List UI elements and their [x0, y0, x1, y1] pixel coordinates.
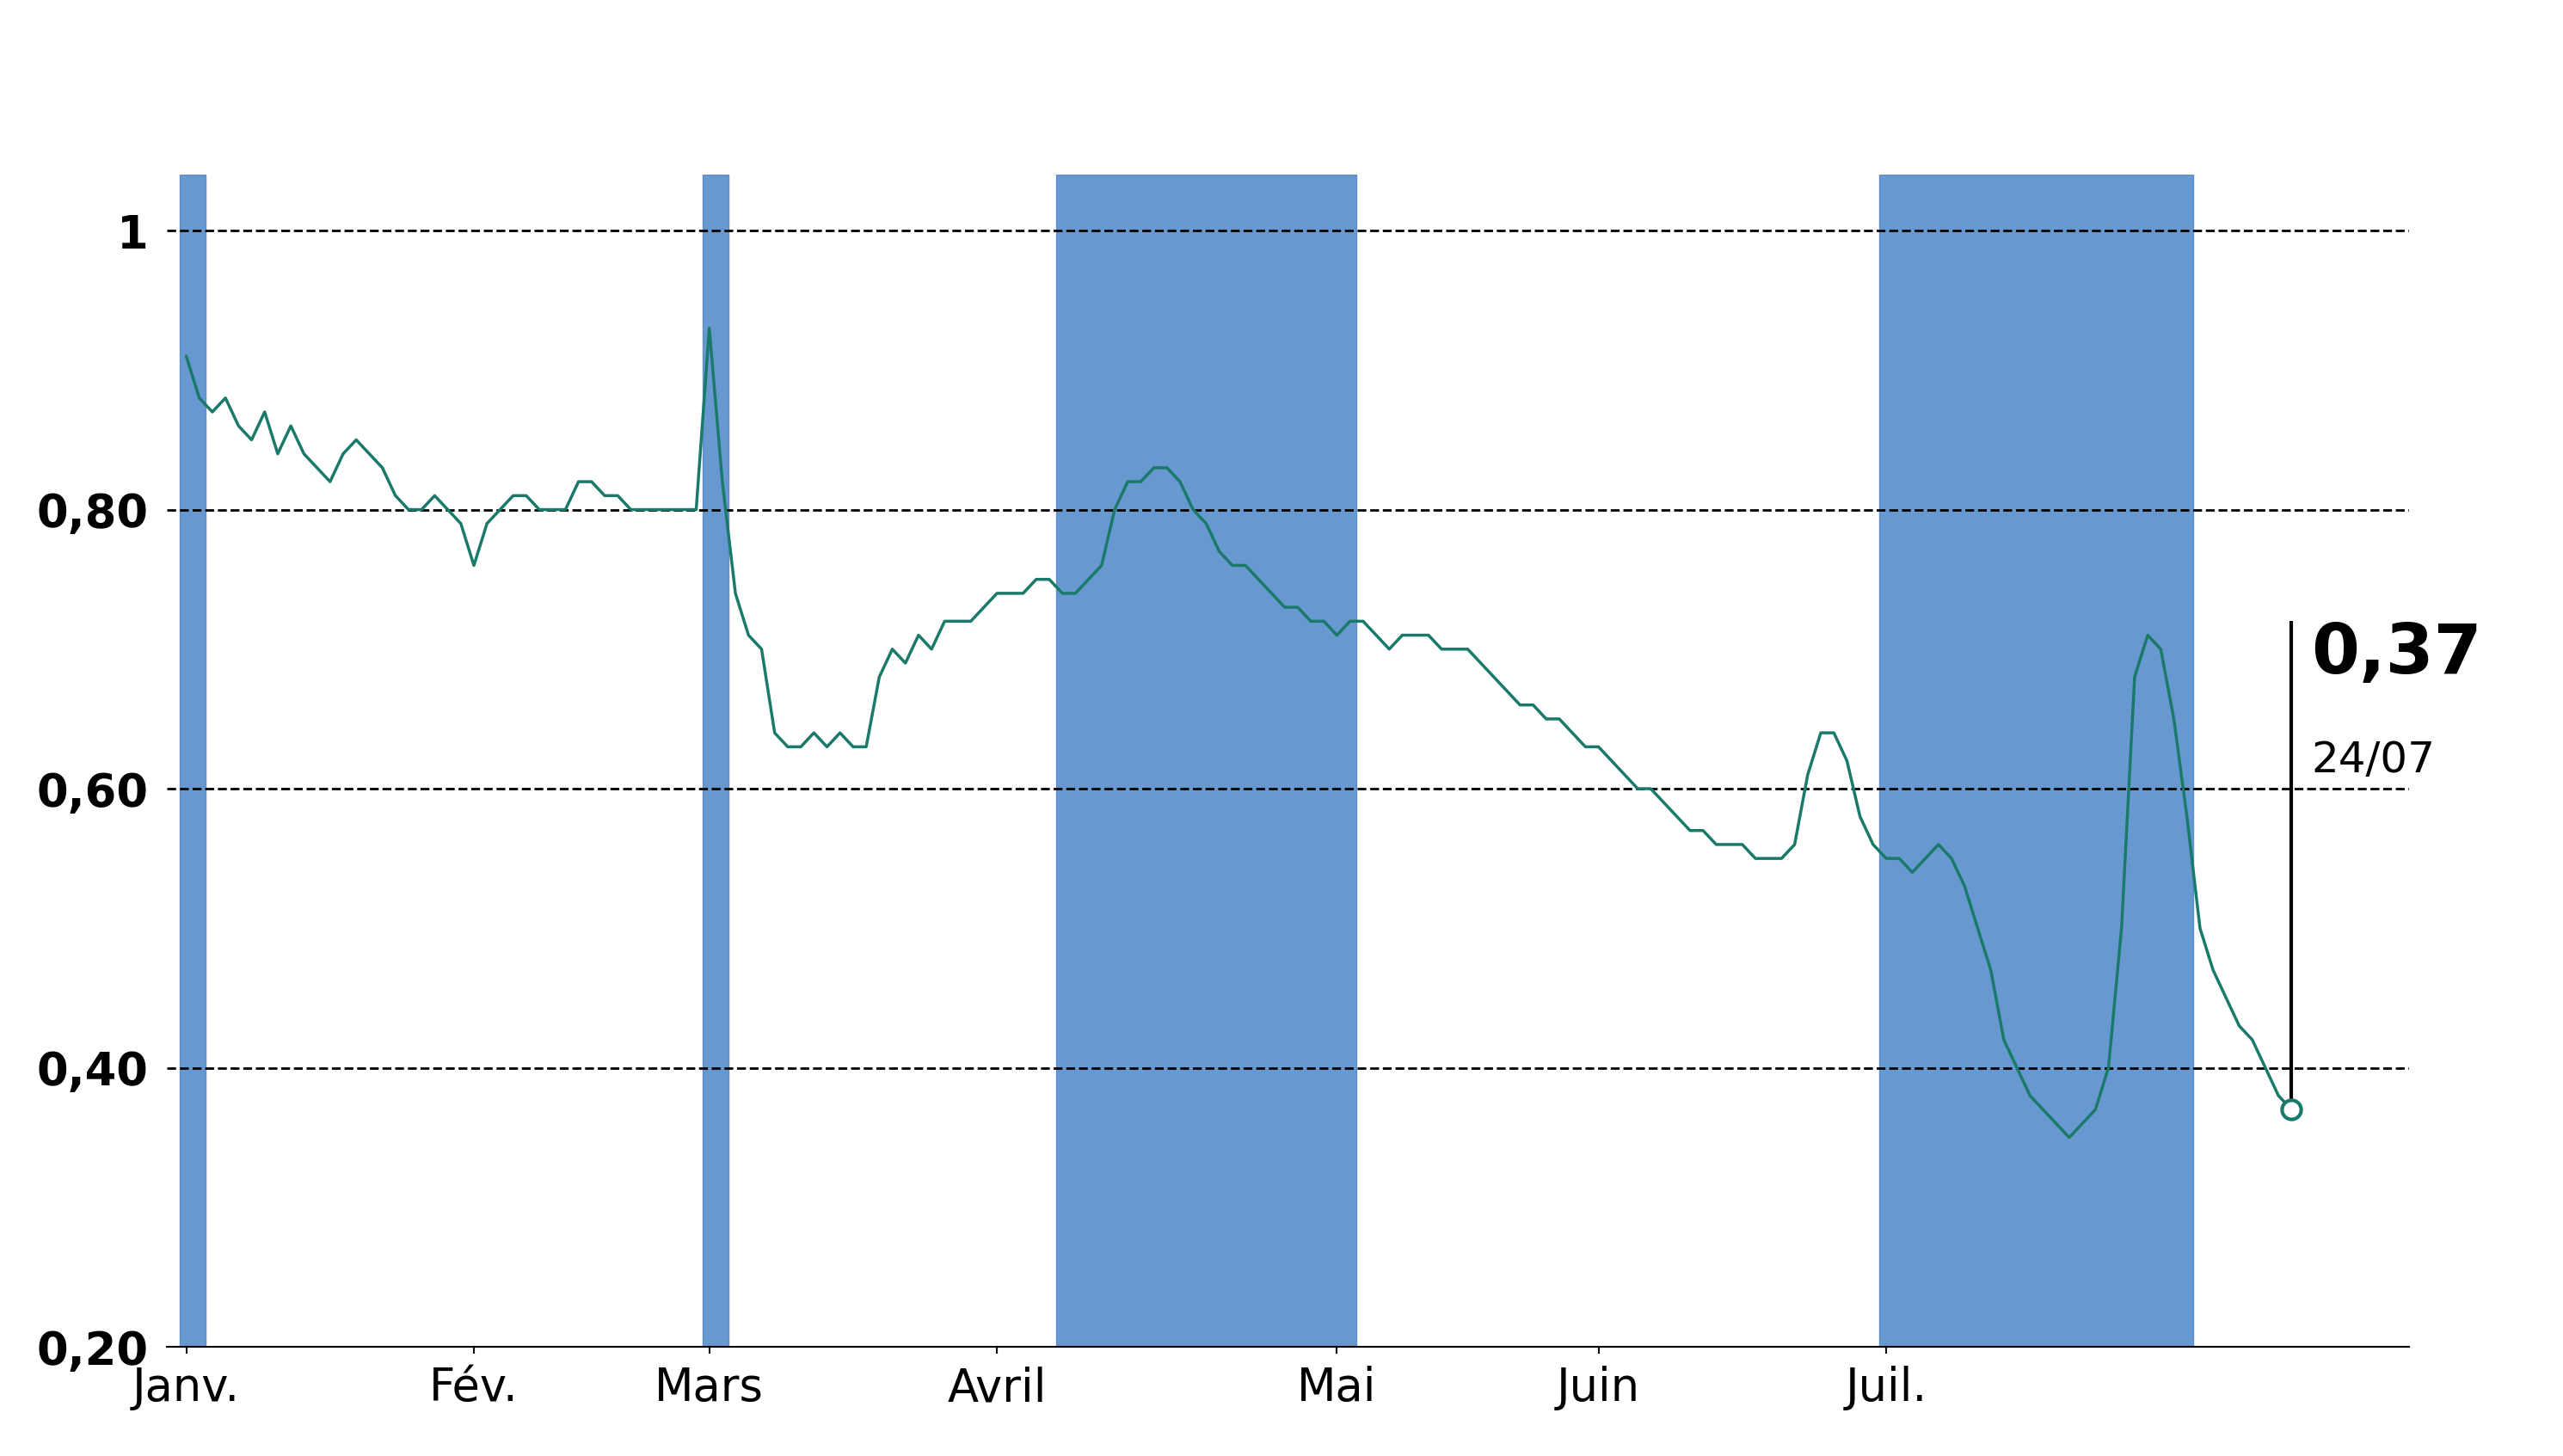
Bar	[1056, 175, 1356, 1347]
Text: 0,37: 0,37	[2312, 622, 2481, 689]
Bar	[179, 175, 205, 1347]
Bar	[1879, 175, 2194, 1347]
Text: Vicinity Motor Corp.: Vicinity Motor Corp.	[743, 31, 1820, 122]
Text: 24/07: 24/07	[2312, 740, 2435, 780]
Bar	[702, 175, 728, 1347]
